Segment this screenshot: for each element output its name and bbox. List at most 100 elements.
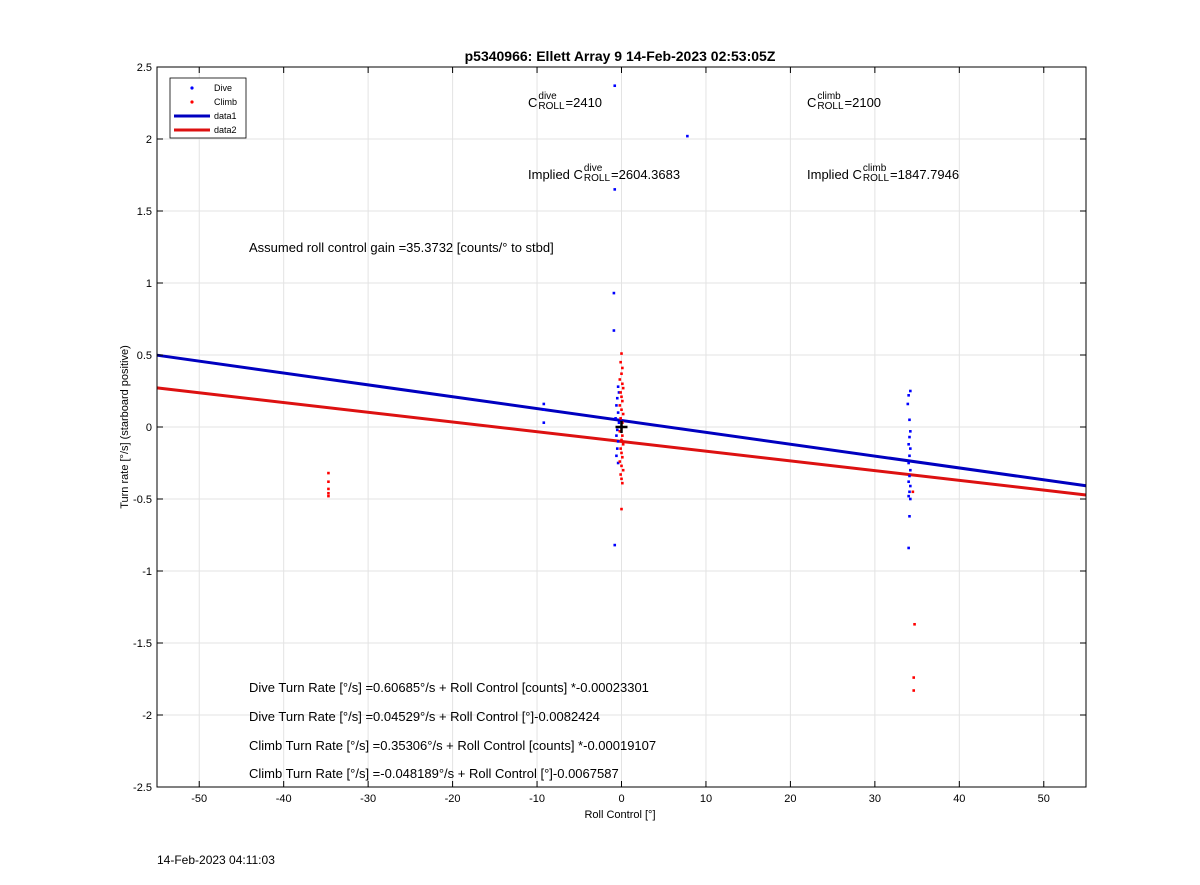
- dive-point: [613, 84, 617, 88]
- dive-point: [613, 188, 617, 191]
- climb-point: [621, 366, 624, 370]
- tick-marks: [157, 66, 1086, 788]
- climb-point: [621, 382, 624, 386]
- dive-point: [612, 291, 616, 295]
- dive-point: [616, 411, 620, 414]
- dive-point: [616, 385, 620, 388]
- climb-point: [621, 442, 625, 446]
- footer-timestamp: 14-Feb-2023 04:11:03: [157, 853, 275, 867]
- dive-point: [542, 408, 546, 412]
- x-tick-label: 30: [869, 793, 881, 805]
- climb-point: [620, 395, 623, 399]
- climb-point: [619, 473, 622, 476]
- dive-point: [686, 134, 689, 138]
- climb-point: [621, 434, 624, 437]
- dive-point: [906, 402, 910, 406]
- climb-point: [327, 494, 330, 498]
- climb-point: [620, 438, 623, 442]
- climb-point: [619, 360, 622, 364]
- x-tick-label: 50: [1038, 793, 1050, 805]
- climb-point: [620, 507, 623, 511]
- dive-point: [909, 484, 912, 488]
- climb-point: [327, 487, 330, 491]
- x-tick-label: -30: [360, 793, 376, 805]
- legend-dive-label: Dive: [214, 83, 232, 93]
- dive-point: [907, 394, 910, 397]
- fit-lines: [156, 353, 1087, 497]
- x-tick-label: 10: [700, 793, 712, 805]
- dive-point: [907, 442, 910, 446]
- dive-point: [615, 404, 618, 407]
- implied-climb-annotation: Implied C climb ROLL =1847.7946: [807, 163, 960, 184]
- climb-point: [327, 471, 330, 475]
- climb-degrees-equation: Climb Turn Rate [°/s] =-0.048189°/s + Ro…: [249, 766, 619, 781]
- x-tick-label: -40: [276, 793, 292, 805]
- legend-climb-label: Climb: [214, 97, 237, 107]
- climb-point: [618, 404, 622, 407]
- c-climb-annotation: C climb ROLL =2100: [807, 91, 882, 112]
- dive-point: [612, 329, 616, 332]
- x-tick-label: 20: [784, 793, 796, 805]
- dive-point: [907, 494, 910, 498]
- dive-point: [908, 418, 911, 422]
- dive-point: [908, 490, 911, 494]
- chart-title: p5340966: Ellett Array 9 14-Feb-2023 02:…: [465, 48, 776, 64]
- dive-point: [615, 396, 619, 400]
- climb-point: [618, 430, 622, 433]
- climb-point: [620, 464, 623, 468]
- climb-point: [913, 622, 916, 626]
- c-dive-annotation: C dive ROLL =2410: [528, 91, 603, 112]
- legend-dive-marker: [190, 86, 194, 90]
- dive-point: [615, 428, 619, 432]
- climb-point: [618, 378, 622, 381]
- dive-point: [616, 461, 620, 465]
- fit-line-data1: [156, 353, 1087, 488]
- y-tick-label: 2.5: [137, 62, 152, 74]
- climb-point: [620, 408, 623, 412]
- climb-point: [912, 676, 916, 679]
- y-tick-labels: -2.5 -2 -1.5 -1 -0.5 0 0.5 1 1.5 2 2.5: [133, 62, 152, 794]
- climb-point: [620, 372, 623, 376]
- dive-point: [907, 546, 910, 550]
- dive-point: [908, 454, 911, 458]
- dive-point: [909, 447, 912, 450]
- dive-point: [617, 421, 621, 424]
- y-tick-label: 1: [146, 278, 152, 290]
- climb-point: [912, 689, 916, 692]
- dive-point: [909, 497, 912, 501]
- gain-annotation: Assumed roll control gain =35.3732 [coun…: [249, 240, 554, 255]
- dive-point: [909, 389, 912, 393]
- fit-line-data2: [156, 386, 1087, 497]
- dive-point: [616, 440, 620, 443]
- dive-point: [909, 430, 912, 433]
- climb-point: [620, 451, 623, 455]
- dive-point: [542, 402, 546, 406]
- dive-point: [907, 480, 910, 484]
- dive-point: [907, 461, 910, 465]
- dive-point: [614, 417, 617, 420]
- data-points: [327, 84, 916, 692]
- climb-point: [621, 481, 624, 485]
- implied-dive-annotation: Implied C dive ROLL =2604.3683: [528, 163, 681, 184]
- x-tick-label: -10: [529, 793, 545, 805]
- y-tick-label: -2: [142, 710, 152, 722]
- y-tick-label: 0.5: [137, 350, 152, 362]
- legend-data1-label: data1: [214, 111, 237, 121]
- y-tick-label: -1.5: [133, 638, 152, 650]
- climb-point: [620, 477, 623, 481]
- legend-data2-label: data2: [214, 125, 237, 135]
- dive-point: [615, 454, 618, 458]
- dive-point: [613, 543, 617, 547]
- climb-point: [621, 386, 625, 390]
- dive-point: [909, 468, 912, 472]
- climb-point: [619, 417, 622, 420]
- climb-point: [621, 455, 624, 459]
- climb-counts-equation: Climb Turn Rate [°/s] =0.35306°/s + Roll…: [249, 738, 657, 753]
- climb-point: [620, 352, 623, 355]
- y-tick-label: 0: [146, 422, 152, 434]
- climb-point: [619, 447, 622, 450]
- dive-counts-equation: Dive Turn Rate [°/s] =0.60685°/s + Roll …: [249, 680, 649, 695]
- x-tick-label: -50: [191, 793, 207, 805]
- x-tick-label: 0: [618, 793, 624, 805]
